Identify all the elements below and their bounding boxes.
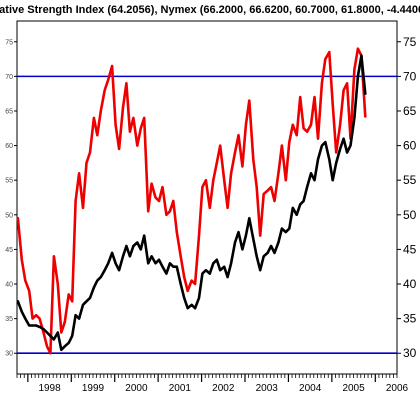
y-tick-label-right-60: 60 (403, 139, 417, 153)
y-tick-label-right-75: 75 (403, 35, 417, 49)
y-tick-label-left-55: 55 (5, 178, 13, 185)
reference-lines (17, 75, 397, 355)
y-tick-label-left-50: 50 (5, 212, 13, 219)
y-tick-label-right-40: 40 (403, 277, 417, 291)
axes (14, 41, 401, 382)
series-line-2 (16, 54, 367, 352)
y-tick-label-left-60: 60 (5, 143, 13, 150)
x-tick-label-1998: 1998 (38, 383, 61, 394)
y-tick-label-left-35: 35 (5, 316, 13, 323)
x-tick-label-2000: 2000 (125, 383, 148, 394)
series-line-1 (16, 47, 367, 355)
x-tick-label-2002: 2002 (212, 383, 235, 394)
y-tick-label-left-30: 30 (5, 351, 13, 358)
x-tick-label-2006: 2006 (386, 383, 409, 394)
y-tick-label-left-75: 75 (5, 39, 13, 46)
x-tick-label-2001: 2001 (169, 383, 192, 394)
y-tick-label-right-55: 55 (403, 173, 417, 187)
x-tick-label-2005: 2005 (342, 383, 365, 394)
chart-title: Relative Strength Index (64.2056), Nymex… (0, 4, 420, 16)
y-tick-label-left-70: 70 (5, 74, 13, 81)
y-tick-label-left-65: 65 (5, 108, 13, 115)
y-tick-label-right-45: 45 (403, 242, 417, 256)
y-tick-label-left-40: 40 (5, 282, 13, 289)
y-tick-label-right-65: 65 (403, 104, 417, 118)
y-tick-label-right-30: 30 (403, 346, 417, 360)
x-tick-labels: 1998 1999 2000 2001 2002 2003 2004 2005 2006 (38, 383, 408, 394)
x-tick-label-2004: 2004 (299, 383, 322, 394)
series-lines (16, 47, 367, 355)
y-tick-label-left-45: 45 (5, 247, 13, 254)
y-tick-label-right-70: 70 (403, 69, 417, 83)
y-tick-label-right-35: 35 (403, 312, 417, 326)
y-tick-labels: 30 30 35 35 40 40 45 45 50 50 55 55 60 60 65 65 70 70 75 75 (5, 35, 416, 360)
y-tick-label-right-50: 50 (403, 208, 417, 222)
x-tick-label-1999: 1999 (82, 383, 105, 394)
x-tick-label-2003: 2003 (256, 383, 279, 394)
